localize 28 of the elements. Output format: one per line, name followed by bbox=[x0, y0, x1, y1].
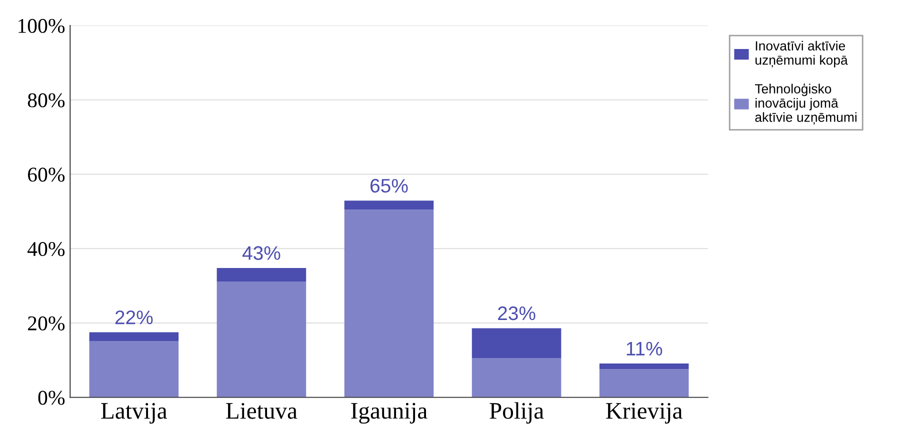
bar bbox=[89, 332, 179, 342]
bar bbox=[599, 364, 689, 370]
bar bbox=[344, 200, 434, 210]
y-tick-label: 40% bbox=[28, 242, 65, 256]
x-tick-label: Polija bbox=[490, 402, 544, 424]
bar bbox=[599, 369, 689, 398]
legend-label: Inovatīvi aktīvie uzņēmumi kopā bbox=[756, 40, 848, 68]
annotation: 23% bbox=[498, 306, 536, 320]
bar bbox=[344, 210, 434, 398]
annotation: 11% bbox=[626, 342, 662, 356]
y-tick-label: 0% bbox=[38, 390, 65, 405]
bar bbox=[216, 282, 306, 398]
legend-label: Tehnoloģisko inovāciju jomā aktīvie uzņēmumi bbox=[754, 83, 856, 125]
annotation: 43% bbox=[242, 246, 280, 260]
annotation: 22% bbox=[115, 310, 153, 324]
y-tick-label: 20% bbox=[28, 316, 65, 330]
y-tick-label: 60% bbox=[28, 168, 65, 182]
bar bbox=[472, 358, 562, 398]
y-tick-label: 100% bbox=[18, 18, 65, 33]
y-tick-label: 80% bbox=[28, 93, 65, 108]
x-tick-label: Igaunija bbox=[351, 402, 428, 424]
x-tick-label: Latvija bbox=[101, 402, 168, 424]
annotation: 65% bbox=[370, 178, 408, 193]
x-tick-label: Lietuva bbox=[226, 402, 298, 419]
x-tick-label: Krievija bbox=[606, 402, 682, 424]
bar bbox=[472, 328, 562, 358]
bar bbox=[216, 268, 306, 282]
bar bbox=[89, 341, 179, 398]
